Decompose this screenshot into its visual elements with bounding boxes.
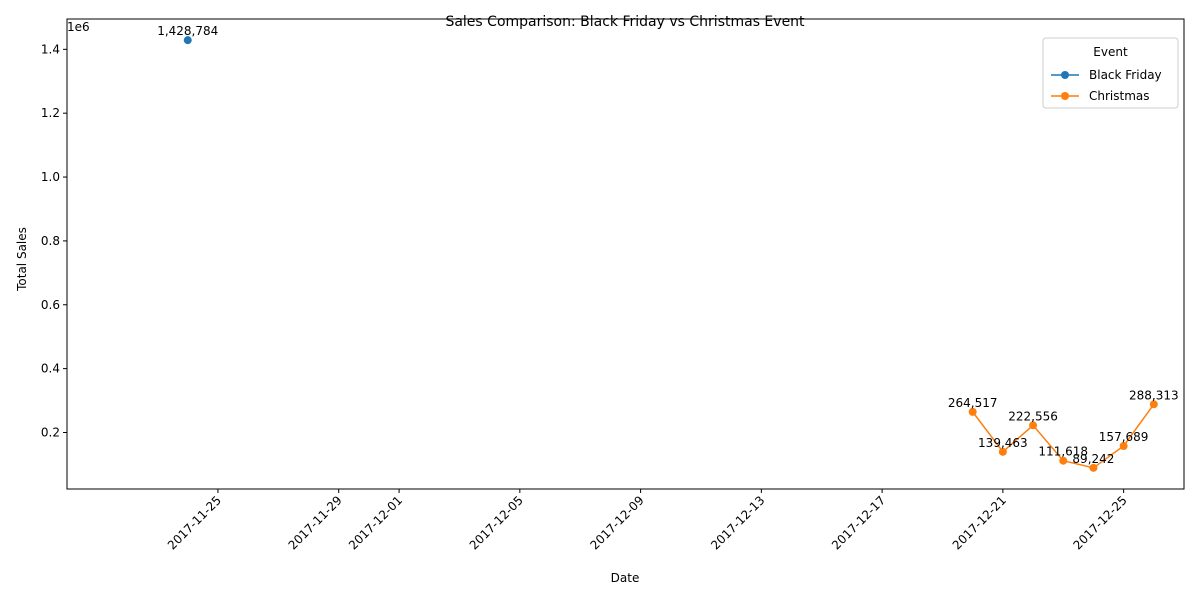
data-label: 288,313: [1129, 388, 1179, 402]
x-tick-label: 2017-12-01: [346, 493, 405, 552]
y-tick-label: 0.6: [41, 298, 60, 312]
data-label: 157,689: [1099, 430, 1149, 444]
y-tick-label: 1.4: [41, 42, 60, 56]
chart-title: Sales Comparison: Black Friday vs Christ…: [445, 14, 805, 30]
data-point: [183, 36, 192, 45]
data-point: [1059, 456, 1068, 465]
data-label: 222,556: [1008, 409, 1058, 423]
x-tick-label: 2017-12-09: [587, 493, 646, 552]
y-axis-label: Total Sales: [15, 227, 29, 292]
x-tick-label: 2017-11-25: [165, 493, 224, 552]
y-tick-label: 1.2: [41, 106, 60, 120]
data-point: [1149, 400, 1158, 409]
x-axis-label: Date: [611, 571, 640, 585]
legend-box: [1042, 37, 1179, 109]
legend-entry: Black Friday: [1089, 68, 1162, 82]
data-point: [1029, 421, 1038, 430]
plot-frame: [66, 18, 1185, 490]
legend-swatch-marker: [1061, 71, 1069, 79]
x-tick-label: 2017-12-13: [708, 493, 767, 552]
data-label: 89,242: [1072, 452, 1114, 466]
data-point: [968, 407, 977, 416]
legend-swatch-marker: [1061, 92, 1069, 100]
legend-entry: Christmas: [1089, 89, 1150, 103]
y-tick-label: 0.8: [41, 234, 60, 248]
legend: Event Black Friday Christmas: [1042, 37, 1179, 109]
legend-title: Event: [1093, 45, 1128, 59]
data-point: [1089, 463, 1098, 472]
data-label: 264,517: [948, 396, 998, 410]
y-tick-label: 1.0: [41, 170, 60, 184]
data-label: 139,463: [978, 436, 1028, 450]
data-point: [1119, 441, 1128, 450]
data-point: [998, 447, 1007, 456]
data-label: 111,618: [1038, 445, 1088, 459]
x-tick-label: 2017-11-29: [286, 493, 345, 552]
x-tick-label: 2017-12-17: [829, 493, 888, 552]
x-tick-label: 2017-12-25: [1071, 493, 1130, 552]
x-tick-label: 2017-12-05: [467, 493, 526, 552]
x-tick-label: 2017-12-21: [950, 493, 1009, 552]
y-offset-label: 1e6: [67, 20, 90, 34]
data-label: 1,428,784: [157, 24, 218, 38]
y-tick-label: 0.4: [41, 362, 60, 376]
plot-content: 0.2 0.4 0.6 0.8 1.0 1.2 1.4 2017-11-25 2017-11-2…: [41, 24, 1179, 552]
y-tick-label: 0.2: [41, 425, 60, 439]
